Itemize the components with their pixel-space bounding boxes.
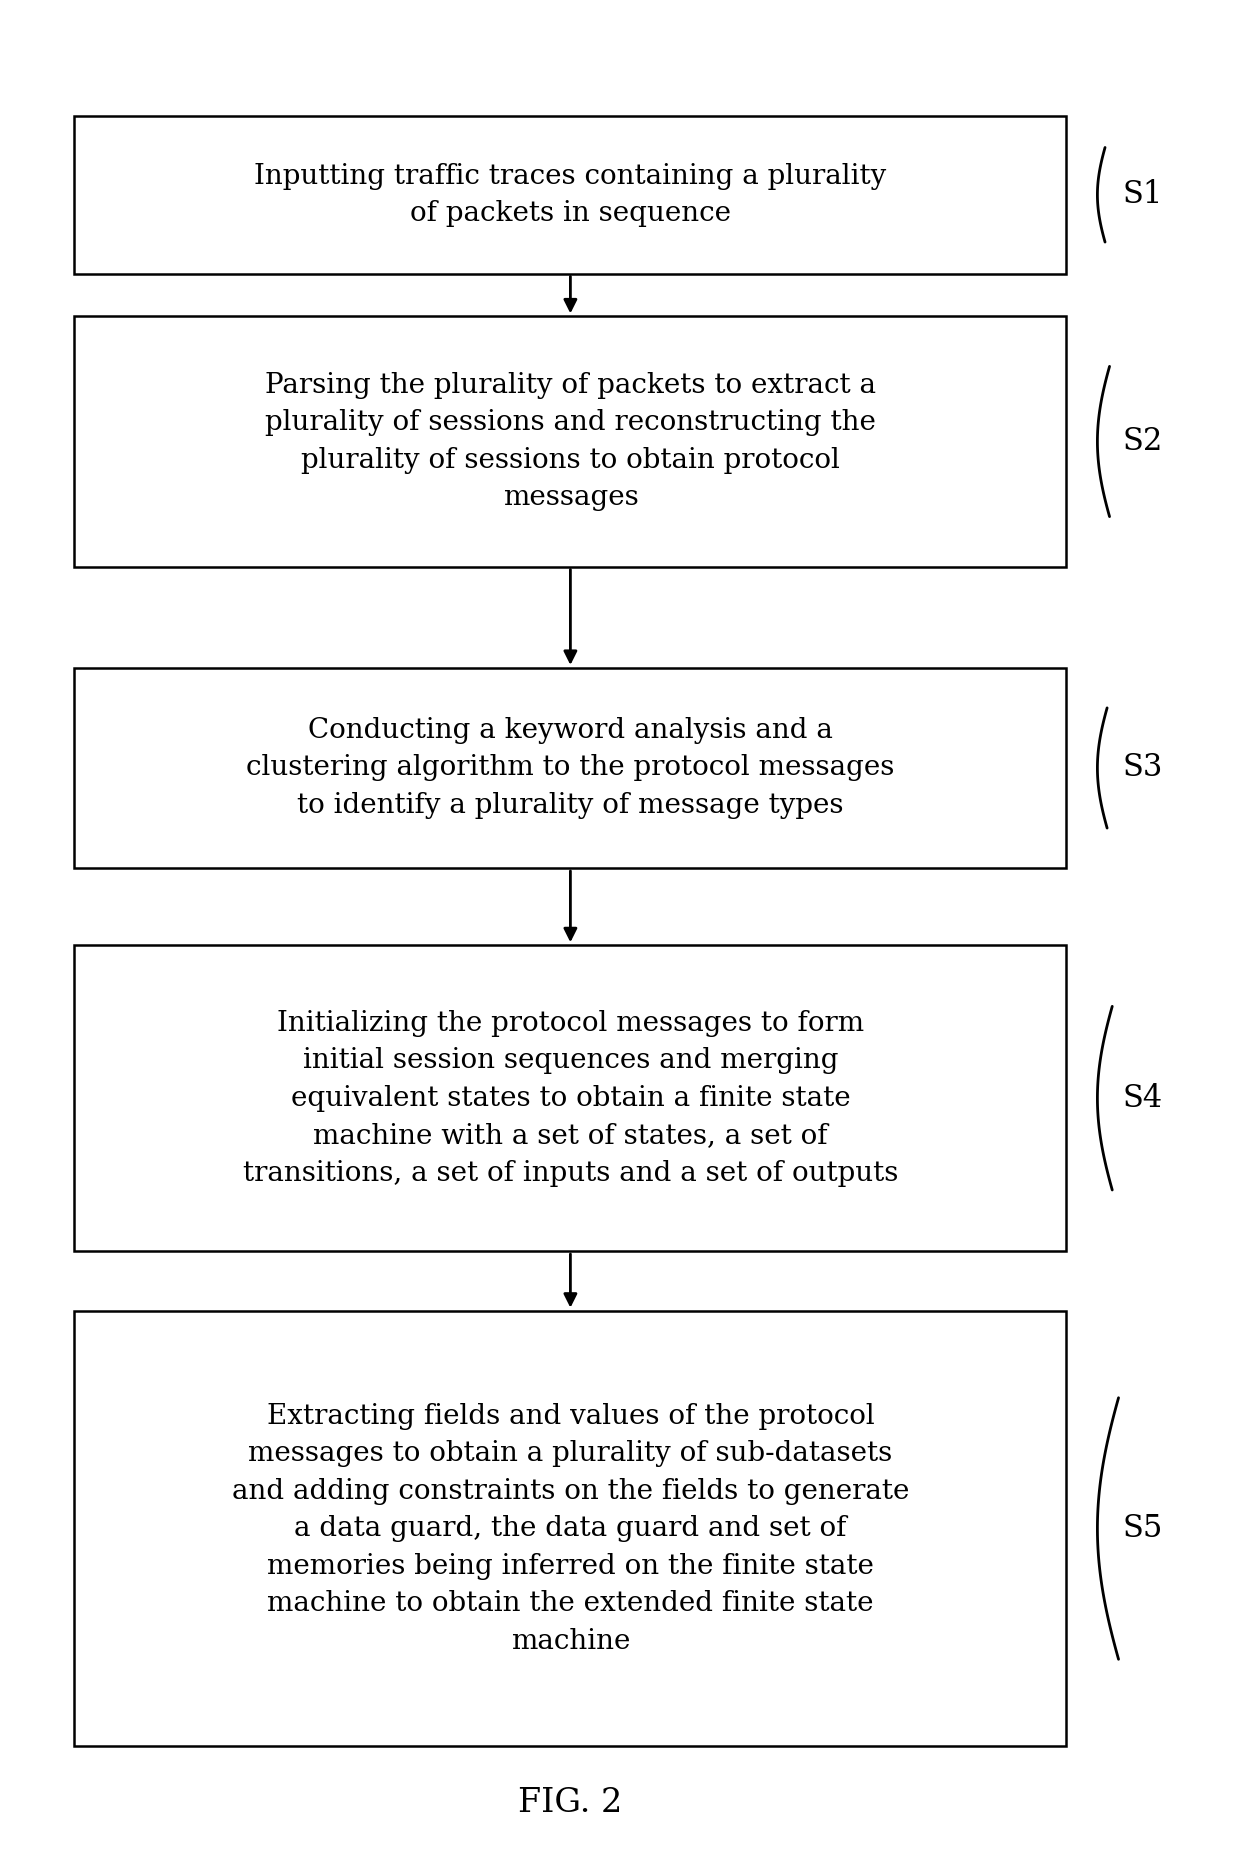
FancyBboxPatch shape (74, 315, 1066, 568)
Text: S2: S2 (1122, 427, 1163, 456)
Text: S5: S5 (1122, 1514, 1163, 1543)
FancyBboxPatch shape (74, 1310, 1066, 1747)
Text: S1: S1 (1122, 180, 1163, 210)
Text: Inputting traffic traces containing a plurality
of packets in sequence: Inputting traffic traces containing a pl… (254, 163, 887, 226)
Text: S4: S4 (1122, 1083, 1162, 1113)
FancyBboxPatch shape (74, 668, 1066, 868)
Text: S3: S3 (1122, 753, 1163, 783)
Text: FIG. 2: FIG. 2 (518, 1786, 622, 1820)
Text: Parsing the plurality of packets to extract a
plurality of sessions and reconstr: Parsing the plurality of packets to extr… (265, 371, 875, 512)
Text: Extracting fields and values of the protocol
messages to obtain a plurality of s: Extracting fields and values of the prot… (232, 1402, 909, 1655)
FancyBboxPatch shape (74, 115, 1066, 273)
Text: Conducting a keyword analysis and a
clustering algorithm to the protocol message: Conducting a keyword analysis and a clus… (247, 718, 894, 818)
FancyBboxPatch shape (74, 946, 1066, 1252)
Text: Initializing the protocol messages to form
initial session sequences and merging: Initializing the protocol messages to fo… (243, 1009, 898, 1187)
